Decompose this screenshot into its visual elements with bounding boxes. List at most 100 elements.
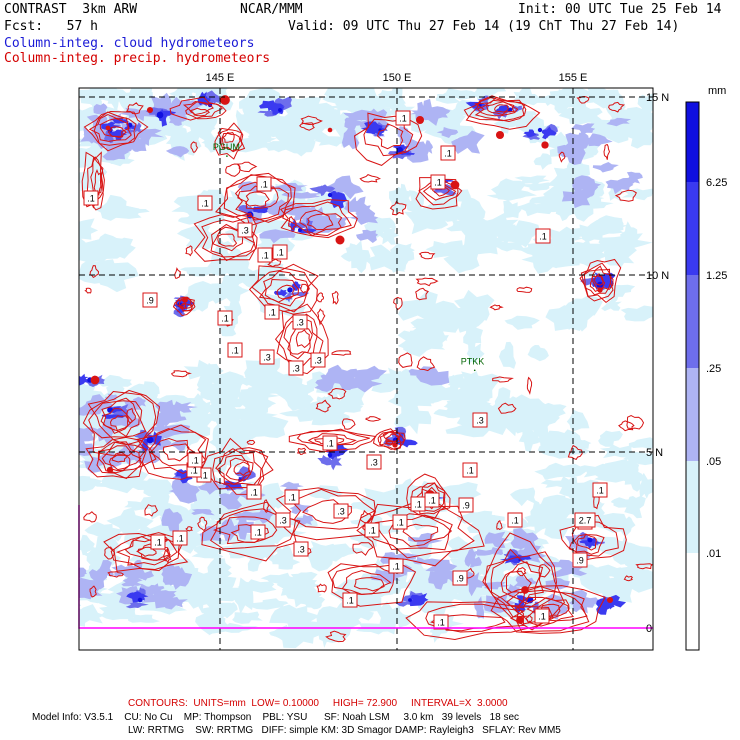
- contour-label: .1: [201, 199, 209, 209]
- valid-time: Valid: 09 UTC Thu 27 Feb 14 (19 ChT Thu …: [288, 19, 680, 34]
- contour-label: .9: [576, 556, 584, 566]
- station-marker: [473, 369, 476, 372]
- station-label: PGUM: [213, 142, 240, 152]
- contour-label-box: [458, 497, 474, 513]
- contour-label-box: [172, 530, 188, 546]
- map-frame: [78, 87, 654, 651]
- contour-label-box: [187, 452, 203, 468]
- contour-label: .1: [428, 496, 436, 506]
- contour-label-box: [392, 514, 408, 530]
- colorbar-swatch-5: [686, 461, 699, 553]
- contour-label-box: [217, 310, 233, 326]
- colorbar-swatch-2: [686, 182, 699, 275]
- colorbar-label-.25: .25: [706, 363, 721, 375]
- contour-label-box: [322, 435, 338, 451]
- lon-label-155: 155 E: [559, 72, 588, 84]
- contour-label: .1: [176, 534, 184, 544]
- product-title: CONTRAST 3km ARW: [4, 2, 138, 17]
- contour-label-box: [534, 608, 550, 624]
- colorbar-swatch-3: [686, 275, 699, 368]
- contour-label: .1: [346, 596, 354, 606]
- contour-info: CONTOURS: UNITS=mm LOW= 0.10000 HIGH= 72…: [128, 698, 508, 709]
- contour-label: .1: [276, 248, 284, 258]
- contour-label: .1: [326, 439, 334, 449]
- colorbar-label-.01: .01: [706, 548, 721, 560]
- precip-contour-layer: [81, 95, 653, 643]
- contour-label: .1: [200, 471, 208, 481]
- contour-label-box: [197, 195, 213, 211]
- contour-label: .1: [250, 488, 258, 498]
- contour-label-box: [440, 145, 456, 161]
- contour-label-box: [430, 174, 446, 190]
- contour-label: .1: [539, 232, 547, 242]
- contour-label: .1: [288, 493, 296, 503]
- contour-label: .3: [296, 318, 304, 328]
- contour-label: .1: [191, 456, 199, 466]
- contour-label: .1: [437, 618, 445, 628]
- lat-label-5: 5 N: [646, 447, 663, 459]
- contour-label-box: [592, 482, 608, 498]
- contour-label: .3: [279, 516, 287, 526]
- center-name: NCAR/MMM: [240, 2, 303, 17]
- contour-label-box: [142, 292, 158, 308]
- contour-label-box: [366, 454, 382, 470]
- contour-label: .9: [456, 574, 464, 584]
- contour-label-box: [272, 244, 288, 260]
- contour-label-box: [264, 304, 280, 320]
- contour-label: .1: [87, 194, 95, 204]
- contour-label: .3: [241, 226, 249, 236]
- lat-label-10: 10 N: [646, 270, 669, 282]
- contour-label-box: [150, 534, 166, 550]
- contour-label: .9: [146, 296, 154, 306]
- contour-label-box: [288, 360, 304, 376]
- lon-label-145: 145 E: [206, 72, 235, 84]
- contour-label-box: [275, 512, 291, 528]
- init-time: Init: 00 UTC Tue 25 Feb 14: [518, 2, 722, 17]
- contour-label-box: [284, 489, 300, 505]
- contour-label-box: [293, 541, 309, 557]
- station-marker: [226, 155, 228, 157]
- colorbar-swatch-6: [686, 553, 699, 650]
- contour-label-box: [246, 484, 262, 500]
- contour-label-box: [250, 524, 266, 540]
- contour-label-box: [395, 110, 411, 126]
- contour-label: .1: [260, 180, 268, 190]
- colorbar-unit: mm: [708, 85, 726, 97]
- contour-label-box: [462, 462, 478, 478]
- colorbar-frame: [685, 101, 700, 651]
- contour-label: .1: [466, 466, 474, 476]
- lon-label-150: 150 E: [383, 72, 412, 84]
- contour-label-box: [83, 190, 99, 206]
- contour-label: .1: [511, 516, 519, 526]
- contour-label: .3: [476, 416, 484, 426]
- contour-label: .3: [370, 458, 378, 468]
- forecast-hour: Fcst: 57 h: [4, 19, 98, 34]
- contour-label: .1: [392, 562, 400, 572]
- colorbar-label-1.25: 1.25: [706, 270, 727, 282]
- contour-label-box: [572, 552, 588, 568]
- colorbar-swatch-1: [686, 102, 699, 182]
- colorbar-label-.05: .05: [706, 456, 721, 468]
- contour-label: .1: [221, 314, 229, 324]
- contour-label: .3: [263, 353, 271, 363]
- contour-label-box: [237, 222, 253, 238]
- contour-label: .1: [434, 178, 442, 188]
- contour-label: .1: [596, 486, 604, 496]
- contour-label: .1: [414, 500, 422, 510]
- contour-label: .1: [231, 346, 239, 356]
- contour-label-box: [256, 176, 272, 192]
- contour-label: .1: [368, 526, 376, 536]
- contour-label-box: [388, 558, 404, 574]
- field-label-precip: Column-integ. precip. hydrometeors: [4, 51, 271, 66]
- contour-label: .1: [538, 612, 546, 622]
- contour-label-box: [342, 592, 358, 608]
- contour-label: .1: [268, 308, 276, 318]
- contour-label-box: [259, 349, 275, 365]
- contour-label: .1: [190, 466, 198, 476]
- lat-label-15: 15 N: [646, 92, 669, 104]
- contour-label: 2.7: [579, 516, 592, 526]
- contour-label-box: [310, 352, 326, 368]
- contour-label: .3: [297, 545, 305, 555]
- contour-label-box: [364, 522, 380, 538]
- contour-label-box: [535, 228, 551, 244]
